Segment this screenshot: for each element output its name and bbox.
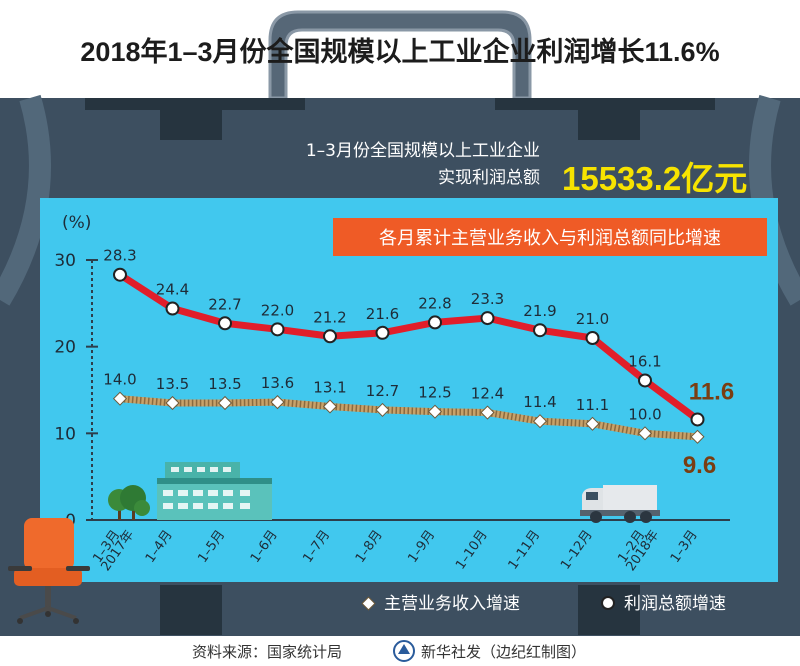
profit-data-label-latest: 11.6: [689, 378, 734, 405]
y-tick-label: 30: [54, 251, 76, 271]
profit-point: [428, 315, 442, 330]
legend-label-profit: 利润总额增速: [624, 594, 726, 614]
chart-title: 各月累计主营业务收入与利润总额同比增速: [379, 228, 721, 249]
profit-point: [113, 267, 127, 282]
profit-point: [165, 301, 180, 316]
revenue-point: [375, 402, 390, 418]
profit-data-label: 16.1: [628, 352, 661, 370]
revenue-point: [532, 414, 548, 429]
profit-point: [375, 325, 390, 340]
legend-marker-profit: [601, 596, 615, 610]
revenue-point: [112, 391, 128, 406]
clasp-block-right: [578, 98, 640, 140]
profit-point: [690, 412, 705, 427]
revenue-point: [322, 399, 338, 414]
profit-data-label: 24.4: [156, 281, 189, 299]
y-tick-label: 20: [54, 338, 76, 358]
revenue-data-label: 12.5: [418, 384, 451, 402]
page-title: 2018年1–3月份全国规模以上工业企业利润增长11.6%: [80, 36, 719, 67]
profit-data-label: 21.9: [523, 302, 556, 320]
factory-building-illustration: [157, 462, 272, 520]
profit-series: 28.3 24.4 22.7 22.0 21.2 21.6 22.8 23.3 21.9 21.0…: [103, 247, 734, 427]
revenue-line-texture: [119, 395, 698, 441]
profit-point: [480, 311, 495, 326]
revenue-data-label: 12.4: [471, 385, 504, 403]
profit-data-label: 23.3: [471, 290, 504, 308]
profit-data-label: 22.8: [418, 294, 451, 312]
revenue-point: [690, 429, 705, 444]
profit-point: [323, 329, 337, 344]
footer-credit: 新华社发（边纪红制图）: [421, 643, 586, 661]
revenue-point: [585, 416, 600, 431]
profit-data-label: 21.0: [576, 310, 609, 328]
revenue-series: 14.0 13.5 13.5 13.6 13.1 12.7 12.5 12.4 11.4 11.1…: [103, 371, 716, 479]
revenue-point: [217, 395, 233, 411]
revenue-data-label: 12.7: [366, 382, 399, 400]
revenue-data-label: 13.5: [208, 375, 241, 393]
profit-data-label: 21.2: [313, 308, 346, 326]
summary-line-1: 1–3月份全国规模以上工业企业: [306, 141, 540, 161]
decor-arc-left: [0, 94, 51, 306]
legend-label-revenue: 主营业务收入增速: [384, 594, 520, 614]
legend-marker-revenue: [361, 596, 376, 611]
clasp-bottom-left: [160, 585, 222, 635]
profit-point: [218, 316, 232, 331]
revenue-data-label: 11.4: [523, 393, 556, 411]
profit-data-label: 22.0: [261, 301, 294, 319]
revenue-data-label-latest: 9.6: [683, 452, 716, 479]
revenue-data-label: 13.5: [156, 375, 189, 393]
revenue-point: [637, 426, 653, 441]
chart-title-banner: [333, 218, 767, 256]
revenue-point: [270, 395, 285, 410]
tree-illustration: [108, 485, 150, 520]
revenue-data-label: 14.0: [103, 371, 136, 389]
profit-data-label: 21.6: [366, 305, 399, 323]
footer-source: 资料来源：国家统计局: [192, 643, 342, 661]
clasp-bottom-right: [578, 585, 640, 635]
summary-total-value: 15533.2亿元: [562, 160, 747, 197]
revenue-data-label: 11.1: [576, 396, 609, 414]
y-tick-label: 10: [54, 424, 76, 444]
profit-point: [533, 323, 547, 338]
profit-data-label: 22.7: [208, 295, 241, 313]
revenue-point: [165, 395, 180, 411]
clasp-block-left: [160, 98, 222, 140]
profit-data-label: 28.3: [103, 247, 136, 265]
truck-illustration: [580, 485, 660, 523]
profit-point: [638, 373, 652, 388]
profit-line: [116, 271, 701, 423]
y-axis-unit: (%): [62, 213, 91, 233]
revenue-point: [427, 404, 443, 419]
revenue-data-label: 13.6: [261, 374, 294, 392]
summary-line-2: 实现利润总额: [438, 168, 540, 188]
revenue-data-label: 10.0: [628, 405, 661, 423]
revenue-point: [480, 405, 495, 420]
profit-point: [270, 322, 285, 337]
profit-point: [585, 331, 600, 345]
revenue-data-label: 13.1: [313, 378, 346, 396]
xinhua-logo-icon-mark: [398, 644, 410, 654]
office-chair-illustration: [8, 518, 90, 624]
